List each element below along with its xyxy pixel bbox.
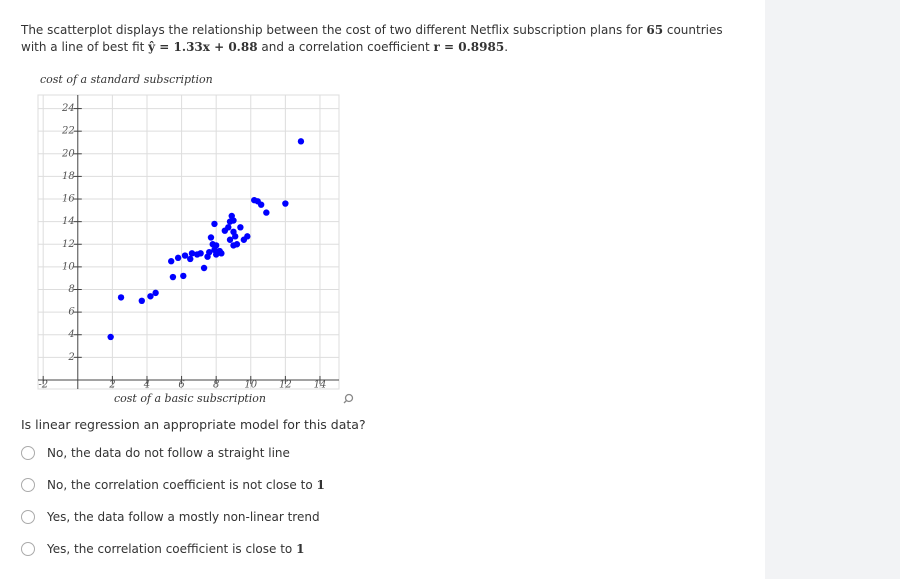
y-tick-label: 16 [62, 194, 75, 205]
option-text: No, the data do not follow a straight li… [47, 446, 290, 460]
y-tick-label: 18 [62, 171, 75, 182]
y-tick-label: 8 [68, 284, 74, 295]
y-tick-label: 4 [67, 329, 74, 340]
x-tick-label: 8 [213, 379, 219, 390]
point [180, 272, 187, 280]
y-tick-label: 14 [62, 216, 75, 227]
point [200, 264, 208, 272]
point [232, 233, 239, 240]
plot-area [37, 94, 340, 390]
intro-text: The scatterplot displays the relationshi… [21, 23, 647, 37]
x-tick-label: -2 [38, 379, 48, 390]
option-text: Yes, the data follow a mostly non-linear… [47, 510, 320, 524]
point [138, 297, 145, 304]
point [230, 242, 237, 249]
point [197, 250, 204, 257]
intro-text: ŷ = 1.33x + 0.88 [148, 40, 258, 54]
x-axis-label: cost of a basic subscription [114, 392, 266, 405]
x-tick-label: 4 [143, 379, 150, 390]
intro-text: and a correlation coefficient [257, 40, 434, 54]
side-panel [765, 0, 900, 579]
point [152, 289, 159, 297]
radio-button[interactable] [21, 542, 35, 556]
point [211, 220, 218, 228]
y-tick-label: 6 [68, 307, 75, 318]
intro: The scatterplot displays the relationshi… [21, 22, 741, 56]
point [147, 293, 154, 300]
point [230, 217, 237, 224]
x-tick-label: 2 [108, 379, 115, 390]
point [212, 242, 220, 249]
point [282, 200, 289, 207]
chart: cost of a standard subscription cost of … [37, 73, 354, 405]
radio-button[interactable] [21, 478, 35, 492]
x-tick-label: 12 [279, 379, 292, 390]
y-axis-label: cost of a standard subscription [40, 73, 213, 86]
point [263, 209, 270, 216]
intro-text: countries with a line of best fit [21, 23, 723, 54]
radio-button[interactable] [21, 510, 35, 524]
option[interactable]: No, the correlation coefficient is not c… [21, 478, 325, 492]
point [226, 236, 234, 243]
point [244, 233, 251, 240]
point [206, 248, 213, 256]
intro-text: . [504, 40, 509, 54]
point [187, 255, 194, 263]
point [117, 294, 125, 301]
point [297, 138, 305, 145]
point [218, 250, 225, 257]
point [181, 252, 189, 259]
point [169, 273, 177, 281]
x-tick-label: 10 [244, 379, 257, 390]
y-tick-label: 2 [67, 352, 74, 363]
point [225, 224, 232, 231]
point [207, 234, 215, 241]
intro-text: 65 [646, 23, 664, 37]
x-tick-label: 14 [314, 379, 327, 390]
point [107, 333, 114, 341]
point [174, 254, 182, 262]
option[interactable]: Yes, the correlation coefficient is clos… [21, 542, 304, 556]
radio-button[interactable] [21, 446, 35, 460]
search-icon[interactable] [343, 393, 354, 404]
intro-text: r = 0.8985 [433, 40, 505, 54]
y-tick-label: 12 [62, 239, 75, 250]
point [168, 258, 175, 265]
option-text: 1 [296, 542, 305, 556]
option-text: Yes, the correlation coefficient is clos… [47, 542, 297, 556]
y-tick-label: 24 [61, 103, 75, 114]
option-text: 1 [316, 478, 325, 492]
point [257, 201, 265, 208]
option[interactable]: No, the data do not follow a straight li… [21, 446, 290, 460]
option[interactable]: Yes, the data follow a mostly non-linear… [21, 510, 320, 524]
y-tick-label: 10 [62, 261, 75, 272]
point [188, 250, 196, 257]
point [237, 224, 244, 231]
option-text: No, the correlation coefficient is not c… [47, 478, 317, 492]
x-tick-label: 6 [178, 379, 185, 390]
y-tick-label: 20 [61, 148, 75, 159]
question: Is linear regression an appropriate mode… [21, 417, 366, 432]
y-tick-label: 22 [61, 126, 75, 137]
